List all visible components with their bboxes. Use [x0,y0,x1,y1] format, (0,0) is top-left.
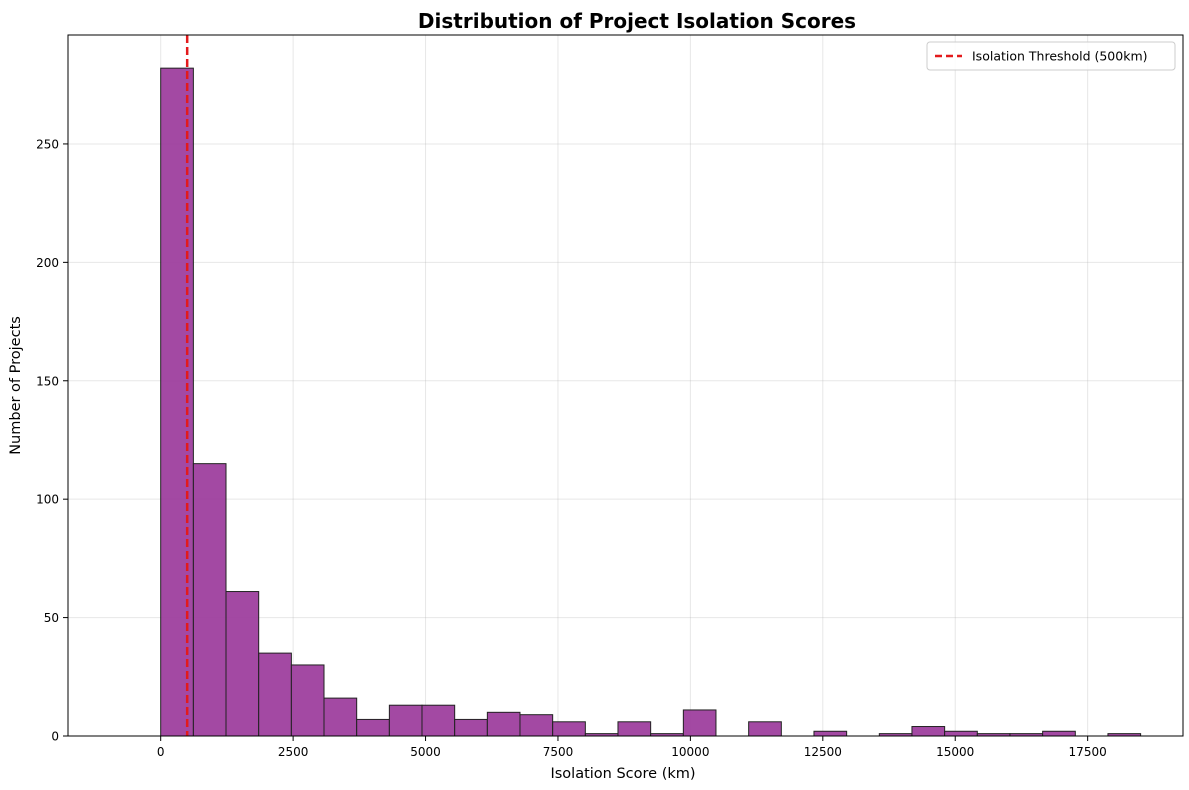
y-tick-label: 250 [36,137,59,151]
x-tick-label: 15000 [936,745,974,759]
x-tick-label: 12500 [804,745,842,759]
x-tick-label: 10000 [671,745,709,759]
y-axis-ticks: 0 50 100 150 200 250 [36,137,68,744]
grid [68,35,1183,737]
y-axis-label: Number of Projects [8,316,24,455]
histogram-bar [911,726,946,737]
chart-title: Distribution of Project Isolation Scores [418,9,856,33]
x-tick-label: 5000 [410,745,441,759]
histogram-bar [682,709,717,737]
plot-frame [67,34,1184,737]
x-axis-label: Isolation Score (km) [550,766,695,782]
x-tick-label: 0 [157,745,165,759]
x-tick-label: 17500 [1069,745,1107,759]
x-tick-label: 7500 [543,745,574,759]
histogram-bar [258,652,292,737]
histogram-bar [486,711,521,737]
legend: Isolation Threshold (500km) [926,41,1176,71]
histogram-bar [944,730,978,737]
y-tick-label: 50 [44,611,59,625]
histogram-bar [454,718,488,737]
histogram-bars [160,67,1142,737]
histogram-bar [748,721,782,737]
histogram-bar [519,714,554,737]
x-tick-label: 2500 [278,745,309,759]
histogram-bar [617,721,652,737]
histogram-bar [421,704,456,737]
histogram-bar [813,730,848,737]
histogram-bar [552,721,586,737]
y-tick-label: 150 [36,374,59,388]
legend-threshold-label: Isolation Threshold (500km) [972,49,1148,64]
histogram-bar [225,591,260,737]
histogram-bar [323,697,358,737]
histogram-bar [1042,730,1076,737]
histogram-bar [388,704,423,737]
histogram-bar [356,718,390,737]
y-tick-label: 200 [36,256,59,270]
x-axis-ticks: 0 2500 5000 7500 10000 12500 15000 17500 [157,736,1107,759]
histogram-bar [290,664,325,737]
y-tick-label: 0 [51,730,59,744]
histogram-bar [192,463,227,737]
histogram-bar [160,67,194,737]
legend-box [926,41,1176,71]
y-tick-label: 100 [36,493,59,507]
